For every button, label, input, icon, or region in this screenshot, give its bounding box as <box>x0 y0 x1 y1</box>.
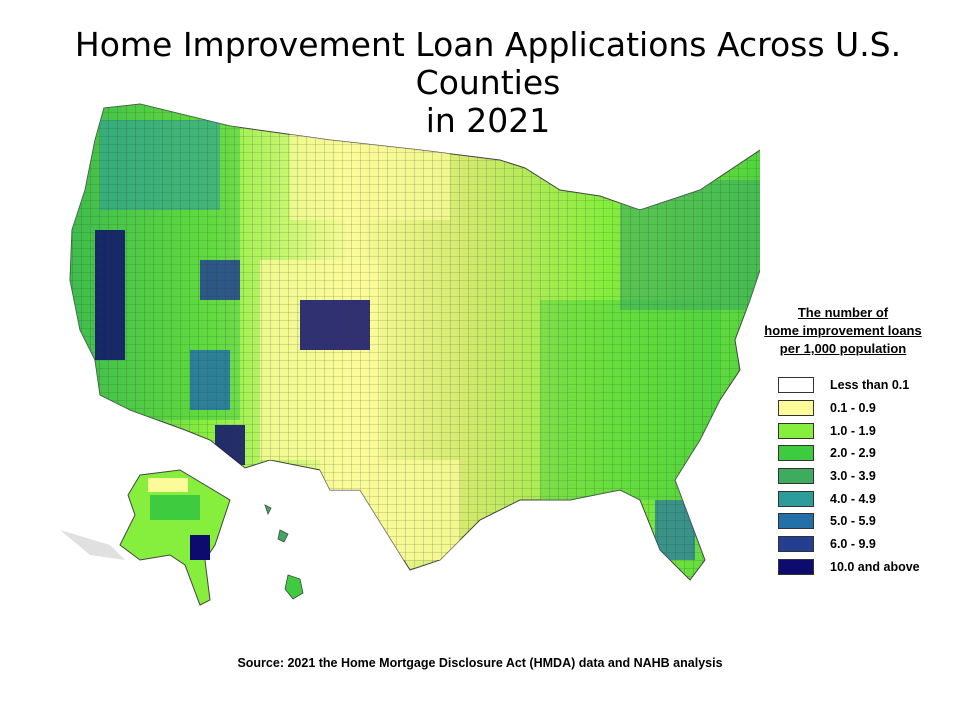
legend-swatch <box>778 445 814 462</box>
source-note: Source: 2021 the Home Mortgage Disclosur… <box>237 656 723 670</box>
legend-label: 6.0 - 9.9 <box>830 537 876 552</box>
legend-swatch <box>778 536 814 553</box>
hawaii <box>264 504 304 600</box>
legend-label: 10.0 and above <box>830 559 920 574</box>
legend-item: 1.0 - 1.9 <box>778 419 938 442</box>
legend-swatch <box>778 513 814 530</box>
legend-label: 4.0 - 4.9 <box>830 491 876 506</box>
legend-title: The number of home improvement loans per… <box>738 304 948 358</box>
contiguous-us <box>69 103 760 581</box>
legend-item: 6.0 - 9.9 <box>778 533 938 556</box>
legend-item: 3.0 - 3.9 <box>778 465 938 488</box>
us-county-map <box>60 103 760 606</box>
legend-item: 10.0 and above <box>778 556 938 579</box>
legend-label: Less than 0.1 <box>830 378 910 393</box>
legend-title-line-3: per 1,000 population <box>779 341 907 356</box>
map-title-line-2: in 2021 <box>425 101 551 140</box>
legend-item: 2.0 - 2.9 <box>778 442 938 465</box>
legend-items: Less than 0.1 0.1 - 0.9 1.0 - 1.9 2.0 - … <box>778 374 938 578</box>
map-legend: The number of home improvement loans per… <box>748 304 938 578</box>
legend-item: Less than 0.1 <box>778 374 938 397</box>
legend-swatch <box>778 558 814 575</box>
legend-item: 5.0 - 5.9 <box>778 510 938 533</box>
legend-label: 1.0 - 1.9 <box>830 423 876 438</box>
alaska-north <box>148 478 188 492</box>
legend-label: 5.0 - 5.9 <box>830 514 876 529</box>
legend-swatch <box>778 377 814 394</box>
legend-swatch <box>778 468 814 485</box>
legend-label: 0.1 - 0.9 <box>830 401 876 416</box>
legend-label: 3.0 - 3.9 <box>830 469 876 484</box>
map-title: Home Improvement Loan Applications Acros… <box>0 26 960 140</box>
alaska <box>60 469 231 606</box>
legend-label: 2.0 - 2.9 <box>830 446 876 461</box>
legend-swatch <box>778 400 814 417</box>
alaska-interior <box>150 495 200 520</box>
legend-item: 4.0 - 4.9 <box>778 487 938 510</box>
legend-swatch <box>778 422 814 439</box>
legend-item: 0.1 - 0.9 <box>778 397 938 420</box>
legend-title-line-1: The number of <box>797 305 889 320</box>
legend-title-line-2: home improvement loans <box>764 323 922 338</box>
map-title-line-1: Home Improvement Loan Applications Acros… <box>74 25 902 102</box>
alaska-southeast-cluster <box>190 535 210 560</box>
legend-swatch <box>778 490 814 507</box>
